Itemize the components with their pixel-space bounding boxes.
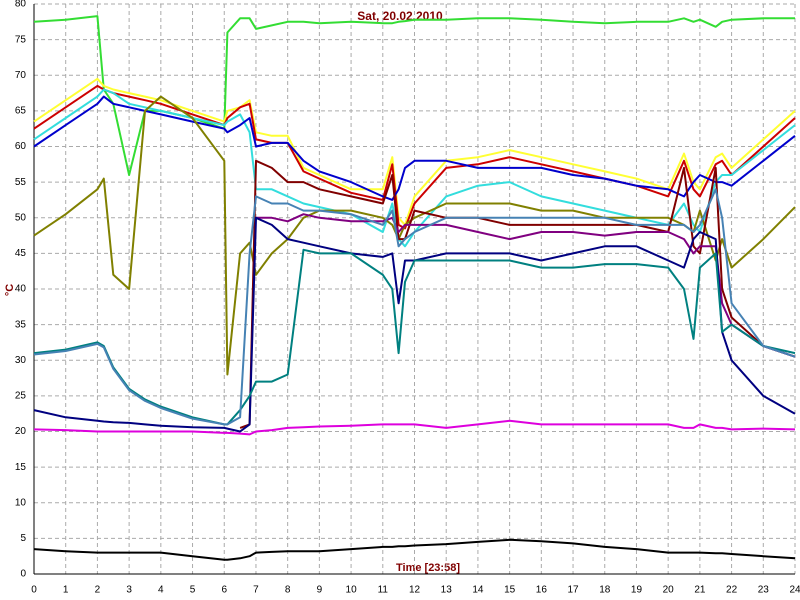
y-tick-label: 50 bbox=[15, 212, 27, 223]
x-tick-label: 22 bbox=[726, 585, 738, 596]
y-tick-label: 65 bbox=[15, 106, 27, 117]
x-tick-label: 13 bbox=[441, 585, 453, 596]
series-line bbox=[33, 95, 796, 201]
y-tick-label: 80 bbox=[15, 0, 27, 10]
x-tick-label: 12 bbox=[409, 585, 421, 596]
y-tick-label: 45 bbox=[15, 248, 27, 259]
x-tick-label: 0 bbox=[31, 585, 37, 596]
x-tick-label: 14 bbox=[472, 585, 484, 596]
x-tick-label: 10 bbox=[346, 585, 358, 596]
y-tick-label: 0 bbox=[20, 569, 26, 580]
series-line bbox=[33, 216, 796, 433]
series-line bbox=[33, 77, 796, 226]
y-tick-label: 5 bbox=[20, 533, 26, 544]
x-tick-label: 17 bbox=[567, 585, 579, 596]
y-tick-label: 40 bbox=[15, 284, 27, 295]
x-tick-label: 20 bbox=[663, 585, 675, 596]
series-line bbox=[33, 84, 796, 230]
series-line bbox=[256, 213, 796, 358]
y-tick-label: 25 bbox=[15, 391, 27, 402]
x-tick-label: 5 bbox=[190, 585, 196, 596]
x-tick-label: 15 bbox=[504, 585, 516, 596]
x-tick-label: 7 bbox=[253, 585, 259, 596]
x-tick-label: 4 bbox=[158, 585, 164, 596]
series-line bbox=[33, 538, 796, 561]
x-tick-label: 18 bbox=[599, 585, 611, 596]
y-tick-label: 30 bbox=[15, 355, 27, 366]
series-line bbox=[33, 248, 796, 426]
x-tick-label: 21 bbox=[694, 585, 706, 596]
x-tick-label: 9 bbox=[317, 585, 323, 596]
y-tick-label: 15 bbox=[15, 462, 27, 473]
x-tick-label: 19 bbox=[631, 585, 643, 596]
y-tick-label: 75 bbox=[15, 34, 27, 45]
series-line bbox=[33, 15, 795, 176]
x-axis-label: Time [23:58] bbox=[396, 562, 460, 574]
y-tick-label: 35 bbox=[15, 319, 27, 330]
y-tick-label: 60 bbox=[15, 141, 27, 152]
x-tick-label: 23 bbox=[758, 585, 770, 596]
x-tick-label: 24 bbox=[789, 585, 800, 596]
x-tick-label: 16 bbox=[536, 585, 548, 596]
y-tick-label: 55 bbox=[15, 177, 27, 188]
x-tick-label: 1 bbox=[63, 585, 69, 596]
y-axis-label: °C bbox=[4, 284, 16, 296]
x-tick-label: 2 bbox=[95, 585, 101, 596]
series-line bbox=[33, 419, 796, 436]
x-tick-label: 6 bbox=[221, 585, 227, 596]
y-tick-label: 20 bbox=[15, 426, 27, 437]
x-tick-label: 3 bbox=[126, 585, 132, 596]
y-tick-label: 10 bbox=[15, 497, 27, 508]
y-tick-label: 70 bbox=[15, 70, 27, 81]
x-tick-label: 8 bbox=[285, 585, 291, 596]
series-line bbox=[33, 188, 796, 426]
x-tick-label: 11 bbox=[378, 585, 389, 596]
